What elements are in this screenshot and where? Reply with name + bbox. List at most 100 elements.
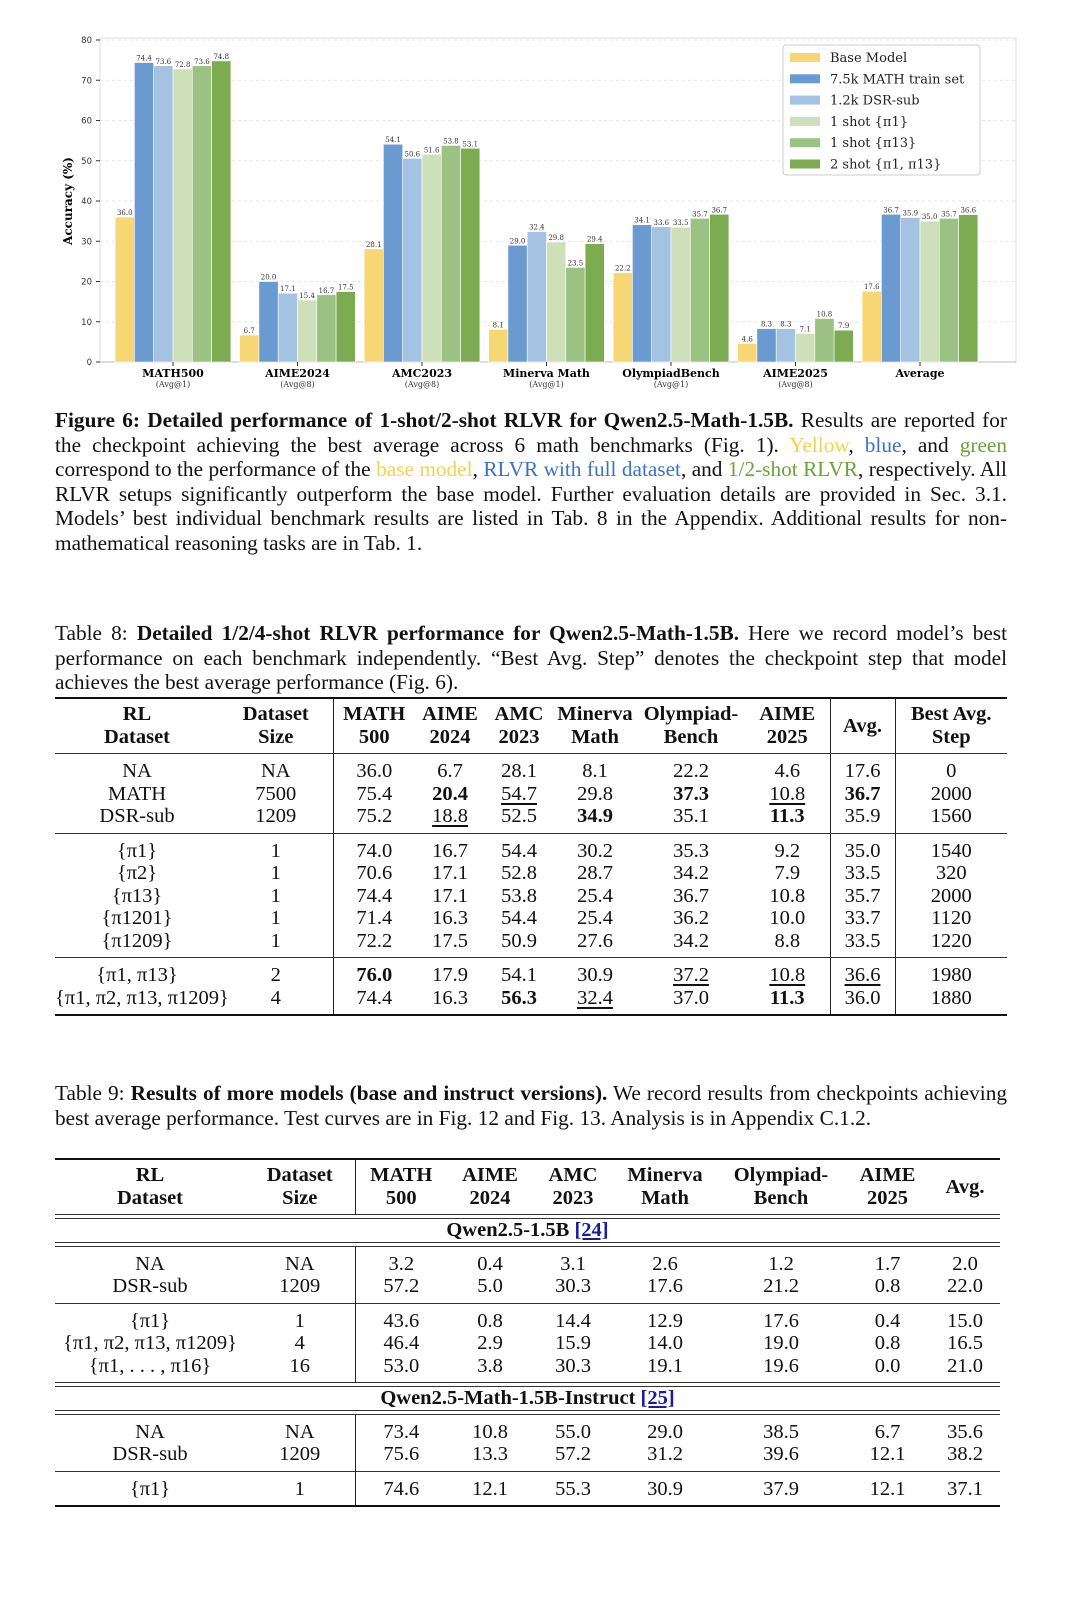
row-label: {π13} [111,884,163,907]
bar-value-label: 28.1 [366,241,382,249]
row-label-cell: DSR-sub [55,805,219,833]
table-cell-wrap: 11.3 [745,987,830,1016]
table-cell-wrap: 2.9 [447,1332,533,1355]
bar [239,334,260,363]
y-tick-label: 80 [81,36,92,46]
table-cell: 16 [289,1354,311,1377]
column-header: AIME 2025 [745,697,830,754]
column-header-line: 2023 [552,1187,594,1209]
row-label-cell: NA [55,1246,245,1275]
row-label: {π1, π13} [96,964,178,986]
table-cell: 20.4 [432,782,468,805]
table-cell: 30.9 [577,964,613,986]
table-cell: 1209 [279,1275,321,1297]
row-label-cell: NA [55,753,219,783]
citation-link[interactable]: [24] [574,1219,609,1241]
bar-value-label: 53.1 [462,140,478,148]
table-cell: 43.6 [383,1309,420,1332]
bar-value-label: 8.1 [493,321,504,329]
caption-segment: base model [376,457,473,481]
table-cell: 12.1 [472,1477,508,1500]
table-cell: 57.2 [555,1443,591,1465]
table-cell-wrap: 19.6 [717,1355,845,1383]
table-cell-wrap: 37.2 [637,957,745,987]
column-header: AMC 2023 [533,1158,613,1215]
row-label: {π1201} [101,907,173,929]
x-tick-sublabel: (Avg@8) [405,380,439,389]
table-cell: 74.6 [383,1477,420,1500]
table-cell-wrap: 27.6 [553,930,637,958]
table-cell-wrap: 35.9 [829,805,895,833]
caption-segment: , [848,432,865,457]
table-cell-wrap: 74.4 [332,884,415,907]
table-cell-wrap: 30.3 [533,1275,613,1303]
table-cell: 17.1 [432,884,468,907]
table-cell: 16.3 [432,986,468,1009]
table-cell: 12.1 [869,1443,906,1465]
bar [383,143,403,363]
caption-segment: , respectively. All RLVR setups signific… [55,457,1007,555]
bar [651,226,672,363]
table8-label: Table 8: [55,621,128,645]
bar-value-label: 51.6 [424,146,440,154]
table-cell: 37.1 [947,1477,983,1500]
table-cell: 55.3 [555,1477,591,1500]
table-cell: 25.4 [577,884,613,907]
table-cell-wrap: 16.5 [930,1332,1000,1355]
table-cell-wrap: 1 [245,1302,355,1332]
table-cell: 35.9 [844,805,881,827]
table-cell-wrap: 0.4 [447,1246,533,1275]
table-cell-wrap: 30.2 [553,832,637,862]
table-cell: 52.8 [501,862,537,884]
column-header-line: Minerva [627,1164,703,1186]
bar-value-label: 6.7 [244,327,255,335]
bar [297,299,318,363]
table-row: {π1209} 1 72.2 17.5 50.9 27.6 34.2 8.8 33.5 1220 [55,929,1007,958]
legend-label: 2 shot {π1, π13} [830,158,941,173]
column-header-line: Size [258,726,294,748]
bar [814,318,835,363]
bar [211,60,232,363]
table-cell-wrap: 30.9 [553,957,637,987]
table-cell: 34.2 [673,862,709,884]
table-cell: 11.3 [769,986,805,1009]
table-cell-wrap: 35.3 [637,832,745,862]
table-cell-wrap: 28.1 [485,753,553,783]
bar [670,226,691,363]
table-cell-wrap: 34.2 [637,930,745,958]
table-cell-wrap: 1 [219,862,333,885]
bar-value-label: 36.6 [960,207,976,215]
caption-segment: 1/2-shot RLVR [727,457,858,481]
table-cell-wrap: 50.9 [485,930,553,958]
column-header: RL Dataset [55,697,219,754]
table-cell-wrap: 33.5 [829,929,895,958]
x-tick-label: OlympiadBench [622,367,719,380]
bar-value-label: 16.7 [319,287,335,295]
legend-label: Base Model [830,51,907,66]
bar-value-label: 29.8 [548,234,564,242]
double-rule [55,1214,1000,1219]
table-cell-wrap: 1209 [245,1443,355,1471]
table-row: DSR-sub 1209 75.6 13.3 57.2 31.2 39.6 12.1 38.2 [55,1443,1000,1471]
table-cell-wrap: 73.4 [354,1414,447,1443]
bar [192,65,212,363]
table-cell-wrap: 32.4 [553,987,637,1016]
table-cell: 36.6 [844,964,881,986]
x-tick-sublabel: (Avg@1) [156,380,190,389]
table-cell-wrap: 16.7 [415,832,485,862]
table-cell-wrap: 12.1 [845,1470,930,1506]
table-cell-wrap: 57.2 [533,1443,613,1471]
table9-caption: Table 9: Results of more models (base an… [55,1081,1007,1130]
table-cell-wrap: 34.9 [553,805,637,833]
table-cell: 1.7 [874,1252,901,1275]
table-cell-wrap: 72.2 [332,929,415,958]
table-cell: 7.9 [774,862,801,884]
table-cell: NA [260,760,291,782]
table-cell: 22.0 [947,1275,983,1297]
bar [363,248,384,363]
citation-link[interactable]: [25] [640,1387,675,1409]
x-tick-label: AIME2024 [264,367,330,380]
bar [114,216,135,363]
table-cell: 74.4 [356,884,393,907]
table-cell-wrap: 6.7 [845,1414,930,1443]
